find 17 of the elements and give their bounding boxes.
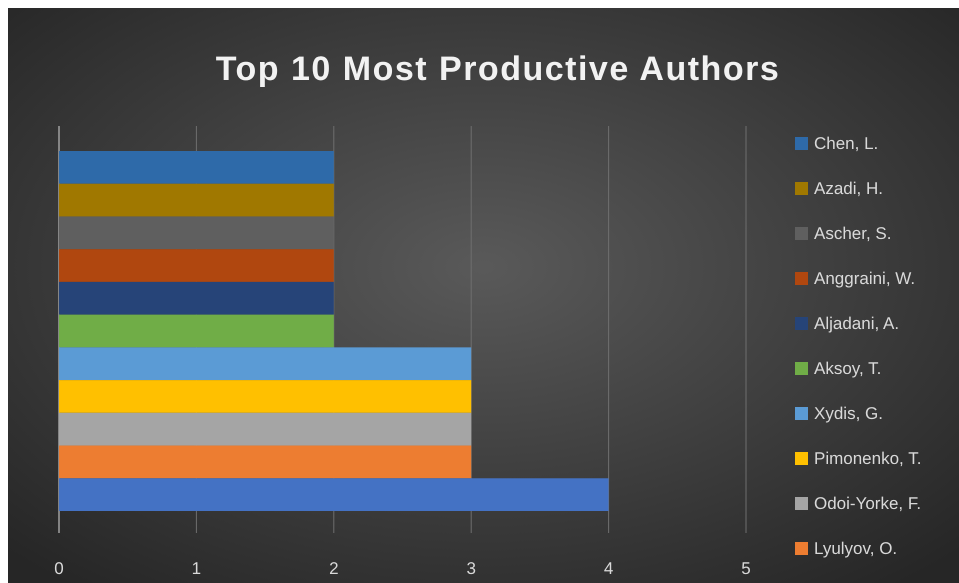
x-tick-label: 5	[741, 559, 751, 578]
x-tick-label: 1	[192, 559, 202, 578]
x-tick-label: 4	[604, 559, 614, 578]
legend-label: Anggraini, W.	[814, 269, 916, 288]
x-tick-label: 2	[329, 559, 339, 578]
legend-label: Ascher, S.	[814, 224, 892, 243]
legend-label: Pimonenko, T.	[814, 449, 922, 468]
x-tick-label: 3	[466, 559, 476, 578]
x-tick-label: 0	[54, 559, 64, 578]
legend-label: Aljadani, A.	[814, 314, 900, 333]
legend-label: Chen, L.	[814, 134, 878, 153]
legend-label: Odoi-Yorke, F.	[814, 494, 922, 513]
legend-label: Xydis, G.	[814, 404, 883, 423]
legend-label: Azadi, H.	[814, 179, 883, 198]
legend-label: Lyulyov, O.	[814, 539, 898, 558]
legend-label: Aksoy, T.	[814, 359, 882, 378]
chart-title: Top 10 Most Productive Authors	[216, 50, 780, 88]
